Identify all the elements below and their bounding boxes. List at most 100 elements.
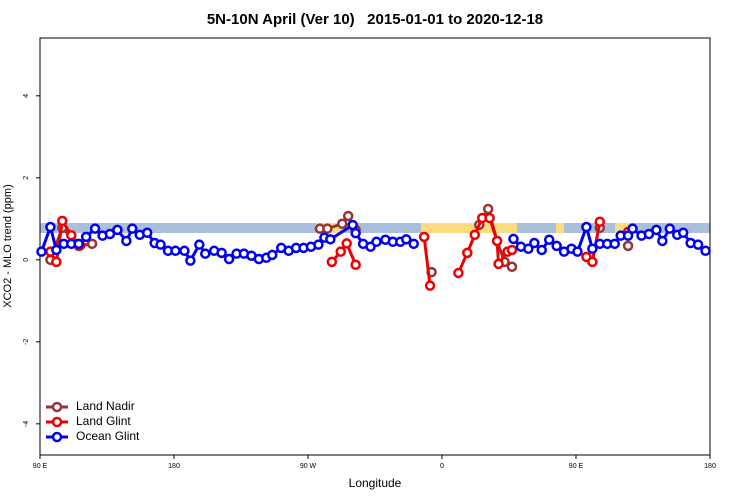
data-point xyxy=(326,256,338,268)
data-point xyxy=(335,246,347,257)
data-point xyxy=(551,240,562,252)
x-tick-label: 90 W xyxy=(300,463,317,470)
data-point xyxy=(141,227,153,239)
data-point xyxy=(36,246,47,257)
data-point xyxy=(45,221,56,233)
data-point xyxy=(543,234,555,245)
plot-frame xyxy=(39,37,711,456)
data-point xyxy=(664,223,676,234)
x-tick-label: 180 xyxy=(704,463,716,470)
coverage-patch xyxy=(421,223,517,233)
data-point xyxy=(581,221,592,233)
data-point xyxy=(508,233,519,245)
data-point xyxy=(216,247,227,259)
x-tick-label: 90 E xyxy=(569,463,584,470)
legend-marker xyxy=(51,401,63,413)
data-point xyxy=(170,245,181,257)
y-tick-label: 4 xyxy=(23,94,30,98)
data-point xyxy=(609,238,620,250)
data-point xyxy=(587,243,598,255)
data-point xyxy=(267,249,278,261)
data-point xyxy=(622,230,634,241)
data-point xyxy=(643,228,655,240)
data-point xyxy=(622,240,634,252)
data-point xyxy=(424,280,436,291)
data-point xyxy=(462,247,473,259)
data-point xyxy=(336,218,348,229)
data-point xyxy=(73,238,84,250)
data-point xyxy=(51,244,62,256)
data-point xyxy=(371,236,382,248)
legend-label: Land Nadir xyxy=(76,399,135,413)
data-point xyxy=(223,253,235,265)
data-point xyxy=(482,203,494,215)
data-point xyxy=(453,267,464,279)
series xyxy=(45,212,634,291)
data-point xyxy=(572,246,583,257)
data-point xyxy=(692,239,704,250)
data-point xyxy=(112,224,123,236)
y-tick-label: 2 xyxy=(23,176,30,180)
y-tick-label: -4 xyxy=(23,421,30,427)
data-point xyxy=(506,261,518,273)
y-tick-label: 0 xyxy=(23,258,30,262)
y-tick-label: -2 xyxy=(23,339,30,345)
coverage-patch xyxy=(556,223,564,233)
data-point xyxy=(700,245,711,257)
data-point xyxy=(313,239,324,250)
data-point xyxy=(322,223,333,234)
data-point xyxy=(523,243,534,255)
data-point xyxy=(89,223,101,234)
data-point xyxy=(57,215,68,227)
data-point xyxy=(121,235,132,247)
data-point xyxy=(51,256,62,268)
legend-marker xyxy=(51,431,63,443)
data-point xyxy=(200,248,211,259)
data-point xyxy=(104,228,116,240)
data-point xyxy=(179,245,190,257)
data-point xyxy=(86,238,98,250)
data-point xyxy=(341,238,352,249)
data-point xyxy=(657,235,668,247)
data-point xyxy=(491,235,503,247)
coverage-patch xyxy=(615,223,630,233)
series-line xyxy=(422,236,432,286)
data-point xyxy=(529,237,540,249)
data-point xyxy=(408,238,419,250)
data-point xyxy=(506,244,518,256)
data-point xyxy=(194,239,205,250)
data-point xyxy=(325,234,336,245)
data-point xyxy=(350,227,361,239)
data-point xyxy=(155,239,166,250)
data-point xyxy=(627,223,638,234)
data-point xyxy=(677,227,689,239)
data-point xyxy=(401,234,412,245)
x-tick-label: 0 xyxy=(440,463,444,470)
data-point xyxy=(350,259,361,270)
x-tick-label: 180 xyxy=(168,463,180,470)
data-point xyxy=(66,229,77,241)
data-point xyxy=(587,256,598,268)
data-point xyxy=(127,223,138,234)
data-point xyxy=(651,224,662,236)
data-point xyxy=(418,231,430,243)
data-point xyxy=(484,212,495,224)
data-point xyxy=(469,229,481,241)
x-axis-label: Longitude xyxy=(349,476,402,490)
data-point xyxy=(493,258,504,270)
coverage-band xyxy=(40,223,710,233)
series xyxy=(36,219,711,266)
x-tick-label: 90 E xyxy=(33,463,48,470)
data-point xyxy=(594,216,606,227)
data-point xyxy=(342,210,354,222)
legend-marker xyxy=(51,416,63,428)
data-point xyxy=(347,219,358,231)
legend-label: Land Glint xyxy=(76,414,131,428)
data-point xyxy=(80,231,92,243)
chart-title: 5N-10N April (Ver 10) 2015-01-01 to 2020… xyxy=(207,11,543,28)
legend-label: Ocean Glint xyxy=(76,429,140,443)
data-point xyxy=(536,244,548,256)
y-axis-label: XCO2 - MLO trend (ppm) xyxy=(2,184,14,307)
data-point xyxy=(185,255,196,266)
